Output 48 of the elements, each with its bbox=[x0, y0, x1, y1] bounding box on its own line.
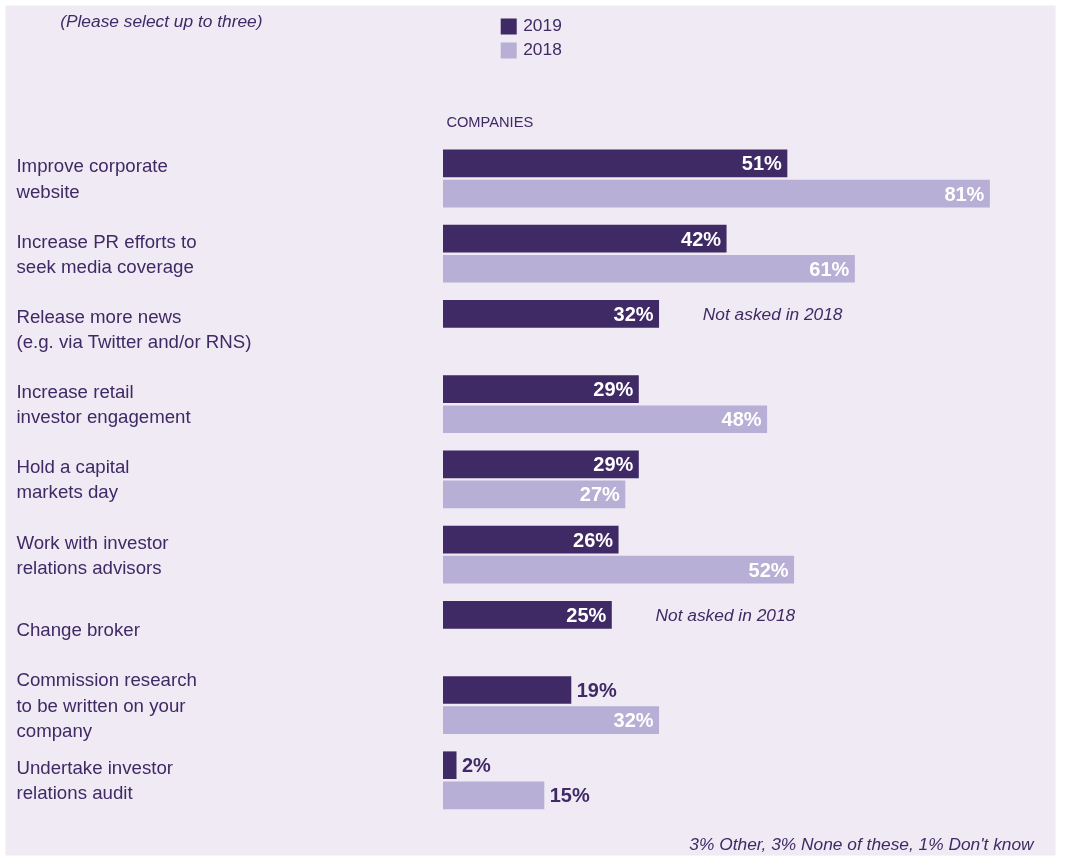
y-tick-label: Increase PR efforts to seek media coverage bbox=[16, 230, 197, 277]
data-label: 2% bbox=[461, 754, 492, 777]
bar bbox=[443, 600, 612, 629]
data-label: 48% bbox=[721, 408, 762, 431]
data-label: 27% bbox=[579, 483, 621, 506]
y-tick-label: Undertake investor relations audit bbox=[16, 757, 174, 804]
legend-label: 2019 bbox=[523, 15, 562, 36]
bar bbox=[443, 525, 619, 554]
data-label: 15% bbox=[549, 784, 590, 807]
y-tick-label: Hold a capital markets day bbox=[16, 456, 130, 503]
bar bbox=[443, 450, 639, 479]
y-tick-label: Work with investor relations advisors bbox=[16, 531, 169, 578]
y-tick-label: Release more news (e.g. via Twitter and/or RNS) bbox=[16, 305, 252, 353]
data-label: 32% bbox=[613, 709, 654, 732]
y-tick-label: Increase retail investor engagement bbox=[16, 381, 192, 428]
bar bbox=[443, 405, 768, 434]
text: COMPANIES bbox=[446, 114, 534, 131]
annotation: Not asked in 2018 bbox=[702, 303, 843, 324]
text: (Please select up to three) bbox=[60, 10, 263, 31]
data-label: 32% bbox=[613, 302, 654, 325]
bar bbox=[443, 706, 660, 734]
y-tick-label: Commission research to be written on your company bbox=[16, 669, 197, 741]
bar bbox=[443, 149, 788, 178]
bar bbox=[443, 751, 457, 780]
annotation: Not asked in 2018 bbox=[655, 604, 796, 625]
bar bbox=[443, 179, 990, 208]
data-label: 29% bbox=[593, 453, 634, 476]
text: 3% Other, 3% None of these, 1% Don't know bbox=[689, 834, 1036, 855]
bar bbox=[443, 254, 855, 283]
data-label: 81% bbox=[944, 182, 985, 205]
data-label: 26% bbox=[573, 528, 614, 551]
y-tick-label: Improve corporate website bbox=[15, 155, 168, 202]
bar bbox=[443, 676, 572, 704]
data-label: 19% bbox=[576, 679, 617, 702]
bar bbox=[443, 224, 727, 253]
data-label: 42% bbox=[681, 227, 722, 250]
data-label: 25% bbox=[566, 603, 607, 626]
data-label: 52% bbox=[748, 558, 789, 581]
data-label: 29% bbox=[593, 378, 634, 401]
data-label: 61% bbox=[809, 257, 850, 280]
data-label: 51% bbox=[741, 152, 783, 175]
bar bbox=[443, 781, 545, 810]
bar bbox=[443, 300, 660, 328]
bar bbox=[443, 555, 795, 584]
y-tick-label: Change broker bbox=[16, 619, 140, 641]
bar bbox=[443, 375, 639, 403]
legend-label: 2018 bbox=[523, 39, 562, 60]
bar bbox=[443, 480, 626, 509]
